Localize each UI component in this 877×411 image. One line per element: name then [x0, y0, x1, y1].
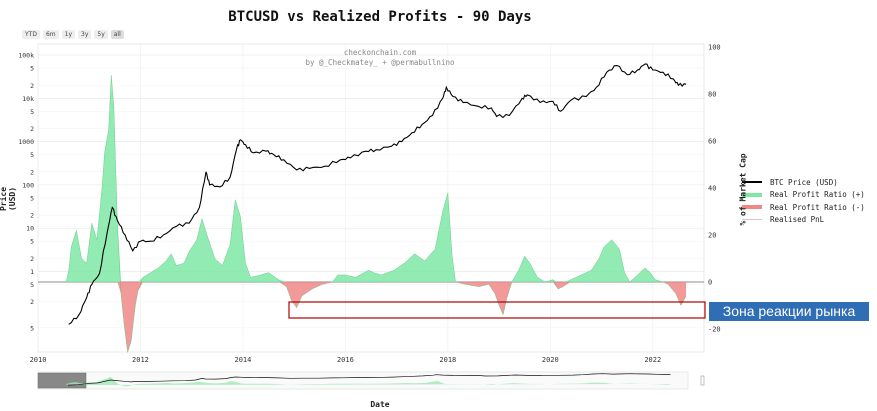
navigator-mask — [37, 372, 87, 389]
profit-outline — [65, 75, 687, 353]
range-navigator[interactable] — [37, 371, 705, 390]
y-axis-label: Price (USD) — [0, 186, 17, 212]
legend-item-price[interactable]: BTC Price (USD) — [742, 176, 865, 189]
y2-tick-label: 20 — [708, 232, 716, 240]
legend-item-profit-pos[interactable]: Real Profit Ratio (+) — [742, 189, 865, 202]
x-axis-label: Date — [370, 400, 390, 409]
legend-label-profit-pos: Real Profit Ratio (+) — [770, 190, 865, 200]
y-tick-label: 10 — [26, 225, 34, 233]
legend-swatch-pnl — [742, 219, 762, 221]
y2-axis-label: % of Market Cap — [738, 153, 748, 226]
y-tick-label: 5 — [30, 151, 34, 159]
credit-authors: by @_Checkmatey_ + @permabullnino — [305, 58, 455, 67]
y-tick-label: 100 — [22, 181, 34, 189]
axes: 2010 2012 2014 2016 2018 2020 2022100k5210k521… — [18, 44, 720, 365]
y-tick-label: 5 — [30, 238, 34, 246]
x-tick-label: 2012 — [132, 356, 149, 364]
legend-label-price: BTC Price (USD) — [770, 177, 838, 187]
market-reaction-box — [288, 301, 706, 319]
x-tick-label: 2010 — [30, 356, 47, 364]
y-tick-label: 1 — [30, 268, 34, 276]
y2-tick-label: 60 — [708, 138, 716, 146]
range-buttons: YTD 6m 1y 3y 5y all — [22, 30, 124, 39]
y-tick-label: 2 — [30, 168, 34, 176]
range-1y-button[interactable]: 1y — [61, 30, 75, 39]
y-tick-label: 1000 — [18, 138, 34, 146]
x-tick-label: 2016 — [337, 356, 354, 364]
legend-swatch-profit-neg — [742, 205, 762, 210]
range-6m-button[interactable]: 6m — [42, 30, 59, 39]
navigator-track — [37, 371, 689, 390]
range-ytd-button[interactable]: YTD — [22, 30, 40, 39]
legend-swatch-profit-pos — [742, 192, 762, 197]
y2-tick-label: 40 — [708, 185, 716, 193]
legend: BTC Price (USD) Real Profit Ratio (+) Re… — [742, 176, 865, 226]
range-5y-button[interactable]: 5y — [94, 30, 108, 39]
credit-site: checkonchain.com — [343, 48, 417, 57]
x-tick-label: 2022 — [644, 356, 661, 364]
navigator-profit — [65, 377, 671, 387]
y-tick-label: 5 — [30, 281, 34, 289]
x-tick-label: 2014 — [234, 356, 251, 364]
range-all-button[interactable]: all — [110, 30, 124, 39]
y-tick-label: 5 — [30, 194, 34, 202]
y-tick-label: 5 — [30, 324, 34, 332]
legend-label-profit-neg: Real Profit Ratio (-) — [770, 202, 865, 212]
y-tick-label: 2 — [30, 212, 34, 220]
y-tick-label: 2 — [30, 82, 34, 90]
y2-tick-label: 0 — [708, 279, 712, 287]
y2-tick-label: 80 — [708, 91, 716, 99]
y-tick-label: 5 — [30, 65, 34, 73]
y-tick-label: 5 — [30, 108, 34, 116]
legend-item-pnl[interactable]: Realised PnL — [742, 214, 865, 227]
y-tick-label: 100k — [18, 52, 34, 60]
y-tick-label: 2 — [30, 255, 34, 263]
y2-tick-label: -20 — [708, 326, 721, 334]
y-tick-label: 2 — [30, 298, 34, 306]
legend-swatch-price — [742, 181, 762, 184]
legend-item-profit-neg[interactable]: Real Profit Ratio (-) — [742, 201, 865, 214]
y-tick-label: 2 — [30, 125, 34, 133]
legend-label-pnl: Realised PnL — [770, 215, 825, 225]
price-line-group — [68, 63, 687, 325]
y-tick-label: 10k — [22, 95, 34, 103]
profit-areas — [65, 75, 687, 353]
y2-tick-label: 100 — [708, 44, 721, 52]
navigator-price — [67, 373, 671, 386]
profit-negative-area — [66, 282, 687, 353]
x-tick-label: 2018 — [439, 356, 456, 364]
x-tick-label: 2020 — [542, 356, 559, 364]
chart-title: BTCUSD vs Realized Profits - 90 Days — [228, 9, 532, 25]
navigator-handle — [700, 375, 705, 386]
price-line — [68, 63, 687, 325]
range-3y-button[interactable]: 3y — [78, 30, 92, 39]
grid — [37, 43, 705, 353]
market-reaction-label: Зона реакции рынка — [709, 302, 869, 321]
